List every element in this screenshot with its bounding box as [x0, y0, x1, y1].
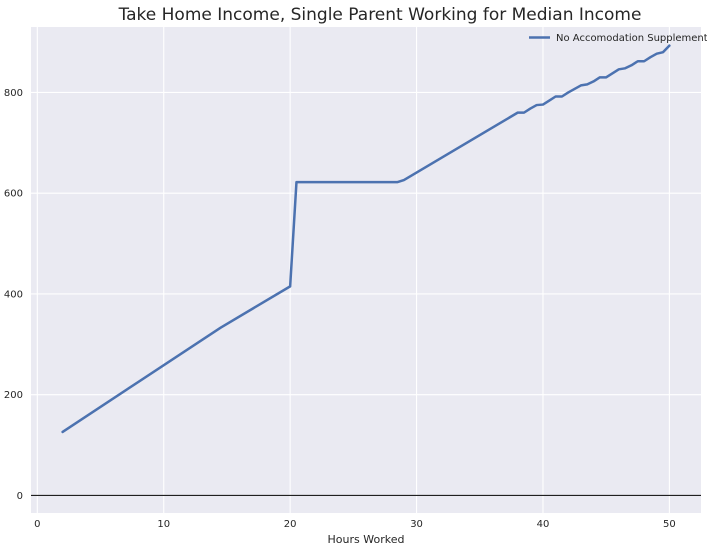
chart-title: Take Home Income, Single Parent Working …	[118, 5, 642, 25]
y-tick-label-600: 600	[4, 189, 23, 200]
series-line-no-accomodation-supplement	[61, 44, 671, 434]
x-tick-label-10: 10	[157, 519, 170, 530]
x-tick-label-30: 30	[410, 519, 423, 530]
x-tick-label-20: 20	[284, 519, 297, 530]
y-tick-label-400: 400	[4, 289, 23, 300]
x-tick-label-0: 0	[34, 519, 40, 530]
x-tick-label-40: 40	[537, 519, 550, 530]
series-layer	[61, 44, 671, 434]
legend-label-no-accomodation-supplement: No Accomodation Supplement	[556, 33, 707, 44]
plot-area	[31, 27, 701, 513]
y-tick-label-800: 800	[4, 88, 23, 99]
x-tick-label-50: 50	[663, 519, 676, 530]
y-tick-label-200: 200	[4, 390, 23, 401]
tick-labels: 0 10 20 30 40 50 0 200 400 600 800	[4, 88, 676, 530]
y-tick-label-0: 0	[17, 491, 23, 502]
x-axis-label: Hours Worked	[328, 533, 405, 546]
legend: No Accomodation Supplement	[529, 33, 707, 44]
